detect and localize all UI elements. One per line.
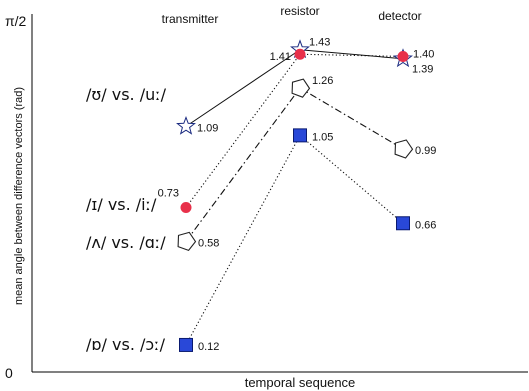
marker-o-transmitter (179, 337, 193, 352)
data-label-a-resistor: 1.26 (312, 75, 333, 87)
data-label-i-resistor: 1.41 (270, 51, 291, 63)
marker-i-detector (397, 50, 409, 62)
y-tick-top: π/2 (5, 13, 27, 29)
marker-a-transmitter (177, 231, 197, 252)
data-labels: 1.09 1.43 1.39 0.73 1.41 1.40 0.58 1.26 0.99 0.12… (158, 37, 437, 353)
y-tick-zero: 0 (5, 365, 13, 381)
marker-a-resistor (291, 78, 311, 98)
data-label-a-transmitter: 0.58 (198, 237, 219, 249)
pair-label-u: /ʊ/ vs. /uː/ (86, 85, 167, 104)
stage-label-resistor: resistor (280, 4, 319, 18)
marker-o-resistor (293, 128, 307, 143)
data-label-i-transmitter: 0.73 (158, 187, 179, 199)
pair-label-o: /ɒ/ vs. /ɔː/ (86, 335, 166, 354)
data-label-o-transmitter: 0.12 (198, 341, 219, 353)
y-axis-title: mean angle between difference vectors (r… (13, 87, 25, 305)
marker-a-detector (394, 139, 414, 159)
series-markers (176, 39, 414, 352)
axes: π/2 0 mean angle between difference vect… (5, 4, 528, 390)
pair-label-a: /ʌ/ vs. /ɑː/ (86, 233, 166, 252)
marker-i-transmitter (180, 201, 192, 213)
stage-label-transmitter: transmitter (162, 12, 219, 26)
pair-labels: /ʊ/ vs. /uː/ /ɪ/ vs. /iː/ /ʌ/ vs. /ɑː/ /ɒ/ … (86, 85, 167, 354)
marker-i-resistor (294, 48, 306, 60)
data-label-i-detector: 1.40 (413, 48, 434, 60)
x-axis-title: temporal sequence (245, 375, 356, 390)
pair-label-i: /ɪ/ vs. /iː/ (86, 195, 157, 214)
marker-u-transmitter (176, 115, 196, 135)
data-label-u-detector: 1.39 (412, 64, 433, 76)
data-label-o-detector: 0.66 (415, 219, 436, 231)
stage-label-detector: detector (378, 9, 421, 23)
series-line-a (185, 87, 404, 242)
data-label-a-detector: 0.99 (415, 145, 436, 157)
data-label-u-transmitter: 1.09 (197, 122, 218, 134)
data-label-o-resistor: 1.05 (312, 131, 333, 143)
data-label-u-resistor: 1.43 (309, 37, 330, 49)
marker-o-detector (396, 216, 410, 231)
